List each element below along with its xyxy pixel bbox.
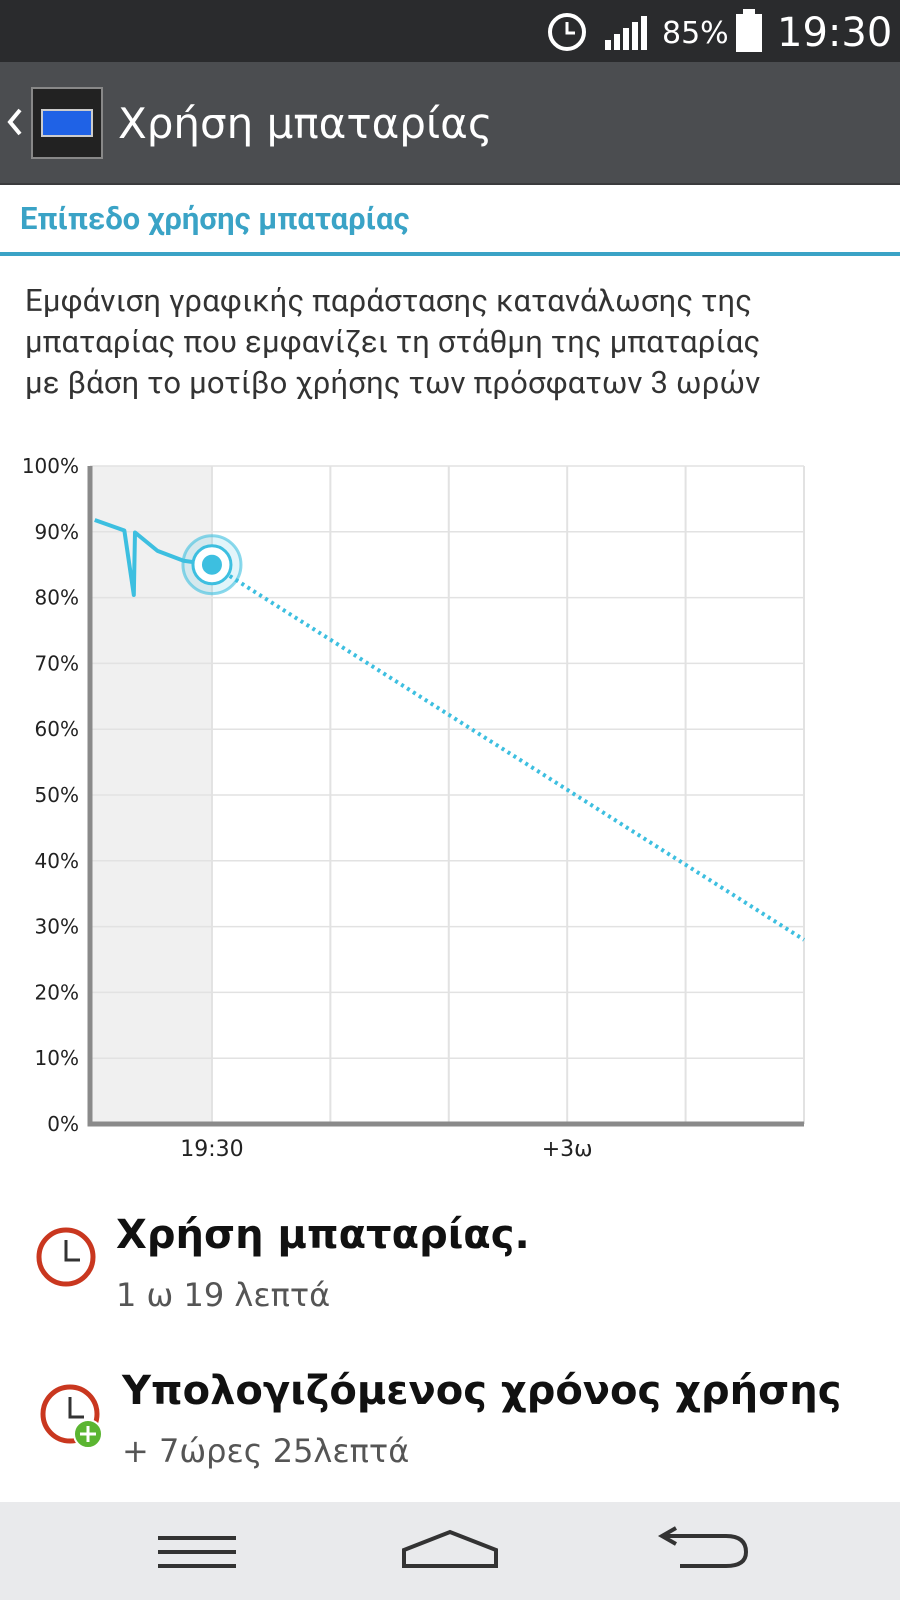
home-button[interactable] (402, 1529, 498, 1568)
description-line: μπαταρίας που εμφανίζει τη στάθμη της μπ… (25, 323, 761, 360)
clock-hands (68, 1397, 84, 1419)
x-tick-label: +3ω (542, 1137, 593, 1162)
battery-tip (743, 9, 755, 15)
y-tick-label: 50% (35, 783, 79, 807)
y-tick-label: 20% (35, 980, 79, 1004)
signal-icon (605, 16, 647, 50)
nav-bar (0, 1502, 900, 1600)
alarm-icon (548, 13, 586, 51)
clock-hands (64, 1240, 80, 1262)
alarm-hands (565, 22, 575, 35)
app-title: Χρήση μπαταρίας (118, 99, 493, 148)
status-icons: 85% 19:30 (548, 9, 892, 56)
clock: 19:30 (777, 10, 892, 56)
y-tick-label: 100% (22, 454, 79, 478)
usage-list: Χρήση μπαταρίας. 1 ω 19 λεπτά Υπολογιζόμ… (36, 1212, 841, 1470)
battery-chart: 0% 10% 20% 30% 40% 50% 60% 70% 80% 90% 100% 19:30 +3… (22, 454, 806, 1162)
menu-button[interactable] (158, 1536, 236, 1568)
app-bar-icons: Χρήση μπαταρίας (7, 87, 493, 159)
y-tick-label: 30% (35, 915, 79, 939)
item-title: Χρήση μπαταρίας. (116, 1212, 530, 1258)
description-line: Εμφάνιση γραφικής παράστασης κατανάλωσης… (25, 282, 753, 319)
item-detail: + 7ώρες 25λεπτά (122, 1432, 409, 1470)
axis (87, 466, 804, 1127)
back-button[interactable] (657, 1526, 749, 1568)
y-tick-label: 60% (35, 717, 79, 741)
y-tick-label: 90% (35, 520, 79, 544)
section-divider (0, 252, 900, 256)
y-tick-label: 80% (35, 586, 79, 610)
description-line: με βάση το μοτίβο χρήσης των πρόσφατων 3… (25, 364, 761, 401)
current-point (199, 552, 224, 577)
item-title: Υπολογιζόμενος χρόνος χρήσης (121, 1368, 841, 1414)
nav-icons (158, 1526, 749, 1568)
y-tick-label: 40% (35, 849, 79, 873)
x-tick-label: 19:30 (180, 1137, 243, 1162)
back-arrow[interactable] (7, 108, 22, 136)
battery-icon (736, 14, 762, 52)
section-title: Επίπεδο χρήσης μπαταρίας (20, 200, 410, 237)
app-bar: Χρήση μπαταρίας (0, 62, 900, 185)
app-icon-battery (41, 109, 93, 137)
y-tick-label: 10% (35, 1046, 79, 1070)
battery-line (210, 563, 806, 942)
item-detail: 1 ω 19 λεπτά (116, 1276, 330, 1314)
plus-sign (80, 1426, 96, 1442)
y-tick-label: 0% (47, 1112, 79, 1136)
status-bar: 85% 19:30 (0, 0, 900, 62)
battery-percent: 85% (662, 16, 729, 51)
y-tick-label: 70% (35, 651, 79, 675)
